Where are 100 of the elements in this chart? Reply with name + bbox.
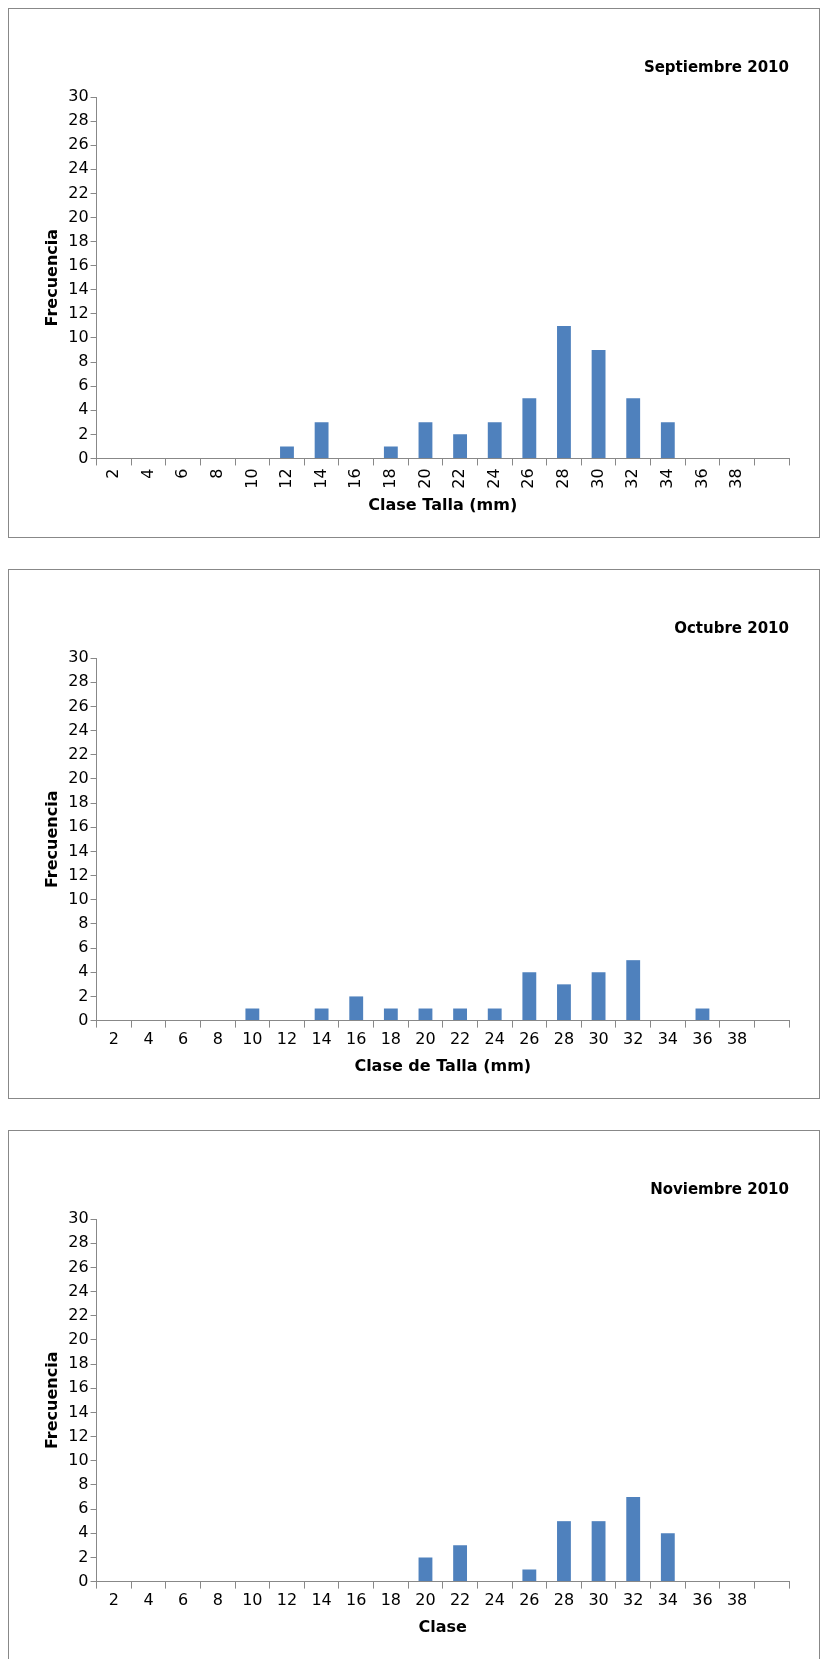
x-tick-label: 18 <box>380 1590 402 1610</box>
y-axis-title: Frecuencia <box>41 790 61 889</box>
bar <box>349 996 364 1021</box>
x-tick-label: 34 <box>657 1590 678 1610</box>
x-tick-label: 8 <box>212 1590 223 1610</box>
y-tick-label: 2 <box>78 423 89 443</box>
bar <box>418 422 433 458</box>
bar <box>314 1008 329 1021</box>
y-tick-label: 10 <box>68 888 89 908</box>
x-tick-label: 8 <box>206 468 226 479</box>
bar <box>453 1008 468 1021</box>
x-tick-label: 24 <box>484 1029 505 1049</box>
x-tick-label: 38 <box>726 1590 748 1610</box>
bar <box>453 434 468 458</box>
y-tick-label: 18 <box>68 230 89 250</box>
x-tick-label: 10 <box>241 468 261 489</box>
x-tick-label: 16 <box>345 468 365 489</box>
y-tick-label: 6 <box>78 937 89 957</box>
chart-title: Septiembre 2010 <box>643 57 789 76</box>
x-axis-title: Clase <box>418 1616 468 1636</box>
x-tick-label: 36 <box>691 468 711 489</box>
bar <box>418 1557 433 1582</box>
bar <box>522 1569 537 1582</box>
x-tick-label: 14 <box>311 1590 332 1610</box>
bar <box>557 984 571 1021</box>
bar <box>591 972 606 1021</box>
y-tick-label: 2 <box>78 1546 89 1566</box>
bar <box>383 1008 398 1021</box>
y-tick-label: 4 <box>78 1522 89 1542</box>
bar <box>487 1008 502 1021</box>
x-tick-label: 2 <box>103 468 123 479</box>
x-tick-label: 32 <box>623 1029 644 1049</box>
y-tick-label: 30 <box>68 647 89 667</box>
y-tick-label: 20 <box>68 768 89 788</box>
y-tick-label: 16 <box>68 254 89 274</box>
y-tick-label: 22 <box>68 743 89 763</box>
y-tick-label: 22 <box>68 182 89 202</box>
y-tick-label: 6 <box>78 1498 89 1518</box>
x-tick-label: 36 <box>692 1590 713 1610</box>
x-tick-label: 10 <box>242 1590 263 1610</box>
bar <box>280 446 294 458</box>
x-tick-label: 2 <box>108 1590 119 1610</box>
x-tick-label: 38 <box>726 1029 748 1049</box>
x-tick-label: 30 <box>588 1590 609 1610</box>
bar <box>660 1533 675 1582</box>
x-tick-label: 22 <box>449 1590 471 1610</box>
bar <box>383 446 398 458</box>
x-tick-label: 22 <box>449 468 469 489</box>
x-tick-label: 20 <box>415 1590 436 1610</box>
x-axis-title: Clase Talla (mm) <box>368 494 518 514</box>
bar <box>487 422 502 458</box>
y-tick-label: 26 <box>68 1256 89 1276</box>
bar <box>626 398 641 458</box>
y-axis-title: Frecuencia <box>41 228 61 327</box>
bar <box>660 422 675 458</box>
bar <box>557 325 571 458</box>
x-tick-label: 6 <box>178 1029 189 1049</box>
y-tick-label: 24 <box>68 158 89 178</box>
y-tick-label: 10 <box>68 1449 89 1469</box>
x-tick-label: 2 <box>108 1029 119 1049</box>
y-tick-label: 12 <box>68 1425 89 1445</box>
x-tick-label: 22 <box>449 1029 471 1049</box>
bar <box>626 1496 641 1582</box>
y-tick-label: 2 <box>78 985 89 1005</box>
x-tick-label: 28 <box>553 1029 575 1049</box>
y-tick-label: 22 <box>68 1304 89 1324</box>
y-tick-label: 8 <box>78 351 89 371</box>
y-tick-label: 14 <box>68 278 89 298</box>
y-tick-label: 18 <box>68 792 89 812</box>
x-tick-label: 18 <box>380 468 399 489</box>
x-tick-label: 16 <box>346 1590 367 1610</box>
x-tick-label: 6 <box>178 1590 189 1610</box>
y-tick-label: 26 <box>68 695 89 715</box>
x-tick-label: 4 <box>137 468 157 479</box>
x-tick-label: 28 <box>553 468 573 489</box>
x-tick-label: 18 <box>380 1029 402 1049</box>
x-axis-title: Clase de Talla (mm) <box>354 1055 532 1075</box>
y-tick-label: 30 <box>68 86 89 106</box>
bar <box>626 960 641 1021</box>
bar <box>522 398 537 458</box>
x-tick-label: 32 <box>622 468 642 489</box>
y-tick-label: 16 <box>68 816 89 836</box>
y-tick-label: 26 <box>68 134 89 154</box>
y-tick-label: 16 <box>68 1377 89 1397</box>
y-tick-label: 4 <box>78 961 89 981</box>
y-tick-label: 30 <box>68 1208 89 1228</box>
x-tick-label: 24 <box>483 468 503 489</box>
x-tick-label: 20 <box>415 1029 436 1049</box>
x-tick-label: 14 <box>310 468 330 489</box>
x-tick-label: 20 <box>414 468 434 489</box>
y-tick-label: 28 <box>68 671 89 691</box>
x-tick-label: 34 <box>656 468 676 489</box>
x-tick-label: 14 <box>311 1029 332 1049</box>
y-tick-label: 28 <box>68 1232 89 1252</box>
x-tick-label: 26 <box>518 468 538 489</box>
y-tick-label: 24 <box>68 719 89 739</box>
y-tick-label: 8 <box>78 1474 89 1494</box>
x-tick-label: 16 <box>346 1029 367 1049</box>
y-tick-label: 20 <box>68 206 89 226</box>
x-tick-label: 24 <box>484 1590 505 1610</box>
